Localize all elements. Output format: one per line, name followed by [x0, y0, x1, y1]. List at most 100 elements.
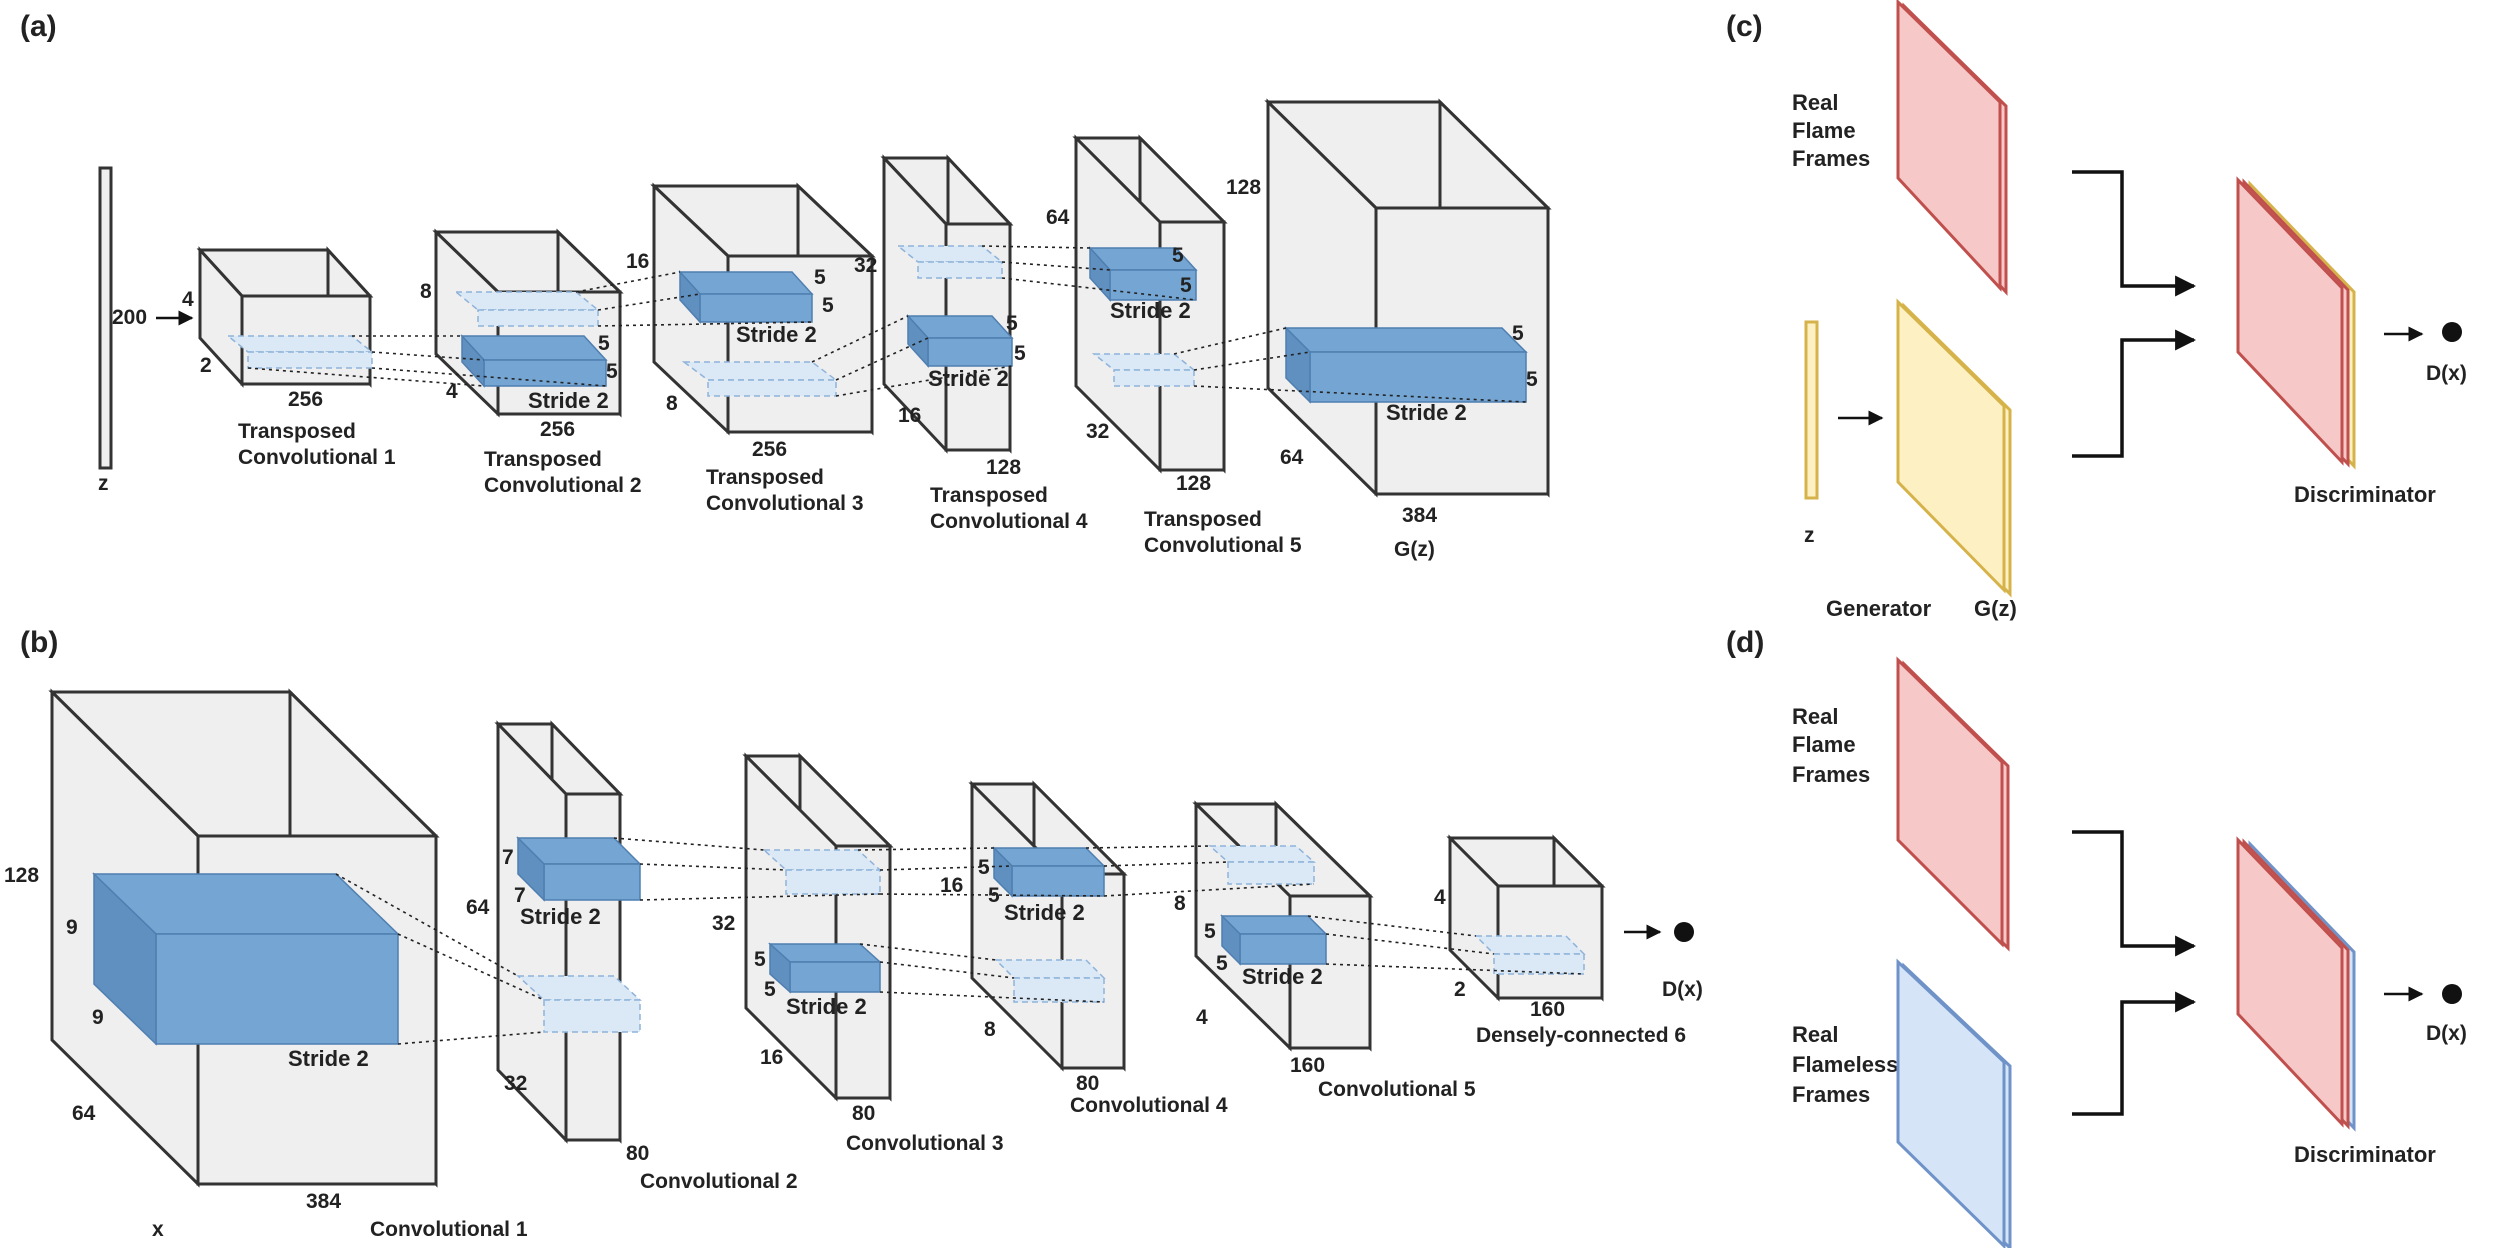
c-latent-z [1804, 320, 1819, 500]
t3-kernel-b: 5 [822, 294, 834, 317]
panel-c: (c) Real Flame Frames z Generator G(z) D… [1726, 0, 2467, 621]
c-real-to-disc-arrow [2072, 170, 2197, 297]
t5-dim-w: 128 [1176, 472, 1211, 495]
d-flameless-to-disc-arrow [2072, 991, 2197, 1116]
panel-b-output-dot [1674, 922, 1694, 942]
c2-stride: Stride 2 [520, 904, 601, 929]
d6-block [1446, 834, 1606, 1002]
t2-stride: Stride 2 [528, 388, 609, 413]
panel-b-connections [335, 837, 1585, 1045]
c3-block [742, 752, 894, 1102]
c2-block [494, 720, 642, 1144]
t5-dim-d: 32 [1086, 420, 1109, 443]
d-discriminator-stack [2236, 836, 2356, 1132]
c2-kernel-a: 7 [502, 846, 514, 869]
t5-kernel-b: 5 [1180, 274, 1192, 297]
c5-stride: Stride 2 [1242, 964, 1323, 989]
t4-kernel-b: 5 [1014, 342, 1026, 365]
t5-name-2: Convolutional 5 [1144, 534, 1302, 557]
gz-stride: Stride 2 [1386, 400, 1467, 425]
c1-stride: Stride 2 [288, 1046, 369, 1071]
t2-kernel-b: 5 [606, 360, 618, 383]
c-output-dot [2442, 322, 2462, 342]
c1-dim-w: 384 [306, 1190, 341, 1213]
c3-dim-w: 80 [852, 1102, 875, 1125]
t3-name-2: Convolutional 3 [706, 492, 864, 515]
t4-dim-w: 128 [986, 456, 1021, 479]
gz-dim-h: 128 [1226, 176, 1261, 199]
t4-kernel-a: 5 [1006, 312, 1018, 335]
c5-kernel-a: 5 [1204, 920, 1216, 943]
d-flameless-label-3: Frames [1792, 1082, 1870, 1107]
t1-name-1: Transposed [238, 420, 356, 443]
t5-dim-h: 64 [1046, 206, 1070, 229]
c-discriminator-label: Discriminator [2294, 482, 2436, 507]
c1-dim-d: 64 [72, 1102, 96, 1125]
t3-name-1: Transposed [706, 466, 824, 489]
t3-dim-d: 8 [666, 392, 678, 415]
panel-a: (a) z 200 4 2 256 Transposed Convolution… [20, 10, 1552, 561]
gz-dim-d: 64 [1280, 446, 1304, 469]
c-discriminator-stack [2236, 176, 2356, 470]
c3-dim-h: 32 [712, 912, 735, 935]
d6-dim-w: 160 [1530, 998, 1565, 1021]
d-real-label-1: Real [1792, 704, 1838, 729]
t3-dim-w: 256 [752, 438, 787, 461]
gz-kernel-a: 5 [1512, 322, 1524, 345]
c5-block [1192, 800, 1374, 1052]
input-x-label: x [152, 1218, 164, 1241]
d-real-to-disc-arrow [2072, 830, 2197, 957]
d-flameless-label-1: Real [1792, 1022, 1838, 1047]
c1-kernel-a: 9 [66, 916, 78, 939]
t1-dim-w: 256 [288, 388, 323, 411]
d-discriminator-label: Discriminator [2294, 1142, 2436, 1167]
latent-z-bar [98, 166, 113, 470]
c-gz-label: G(z) [1974, 596, 2017, 621]
c4-dim-w: 80 [1076, 1072, 1099, 1095]
c2-dim-h: 64 [466, 896, 490, 919]
c2-kernel-b: 7 [514, 884, 526, 907]
c5-name: Convolutional 5 [1318, 1078, 1476, 1101]
t2-name-1: Transposed [484, 448, 602, 471]
t4-dim-d: 16 [898, 404, 921, 427]
t3-stride: Stride 2 [736, 322, 817, 347]
t2-dim-w: 256 [540, 418, 575, 441]
t4-dim-h: 32 [854, 254, 877, 277]
panel-b-output-label: D(x) [1662, 978, 1703, 1001]
t3-dim-h: 16 [626, 250, 649, 273]
panel-d: (d) Real Flame Frames Real Flameless Fra… [1726, 626, 2467, 1248]
c4-name: Convolutional 4 [1070, 1094, 1228, 1117]
c1-block [48, 688, 440, 1188]
t5-name-1: Transposed [1144, 508, 1262, 531]
latent-z-label: z [98, 472, 109, 495]
panel-a-tag: (a) [20, 10, 57, 43]
c-z-label: z [1804, 524, 1815, 547]
c1-dim-h: 128 [4, 864, 39, 887]
d-output-label: D(x) [2426, 1022, 2467, 1045]
c5-dim-d: 4 [1196, 1006, 1208, 1029]
d-real-frames-stack [1896, 656, 2010, 952]
c-real-frames-stack [1896, 0, 2008, 296]
d6-dim-h: 4 [1434, 886, 1446, 909]
t3-kernel-a: 5 [814, 266, 826, 289]
c5-kernel-b: 5 [1216, 952, 1228, 975]
c4-stride: Stride 2 [1004, 900, 1085, 925]
c4-kernel-a: 5 [978, 856, 990, 879]
generator-label: Generator [1826, 596, 1932, 621]
c1-name: Convolutional 1 [370, 1218, 528, 1241]
t4-block [880, 154, 1014, 454]
t1-block [196, 246, 375, 388]
c-generated-frames-stack [1896, 298, 2012, 598]
d-real-label-2: Flame [1792, 732, 1856, 757]
panel-a-connections [247, 245, 1527, 403]
panel-b: (b) 128 64 384 9 9 Stride 2 x Convolutio… [4, 626, 1703, 1241]
gz-block [1264, 98, 1552, 498]
gz-kernel-b: 5 [1526, 368, 1538, 391]
c3-name: Convolutional 3 [846, 1132, 1004, 1155]
c-real-label-3: Frames [1792, 146, 1870, 171]
c4-dim-d: 8 [984, 1018, 996, 1041]
gz-label: G(z) [1394, 538, 1435, 561]
t1-dim-h: 4 [182, 288, 194, 311]
t5-kernel-a: 5 [1172, 244, 1184, 267]
